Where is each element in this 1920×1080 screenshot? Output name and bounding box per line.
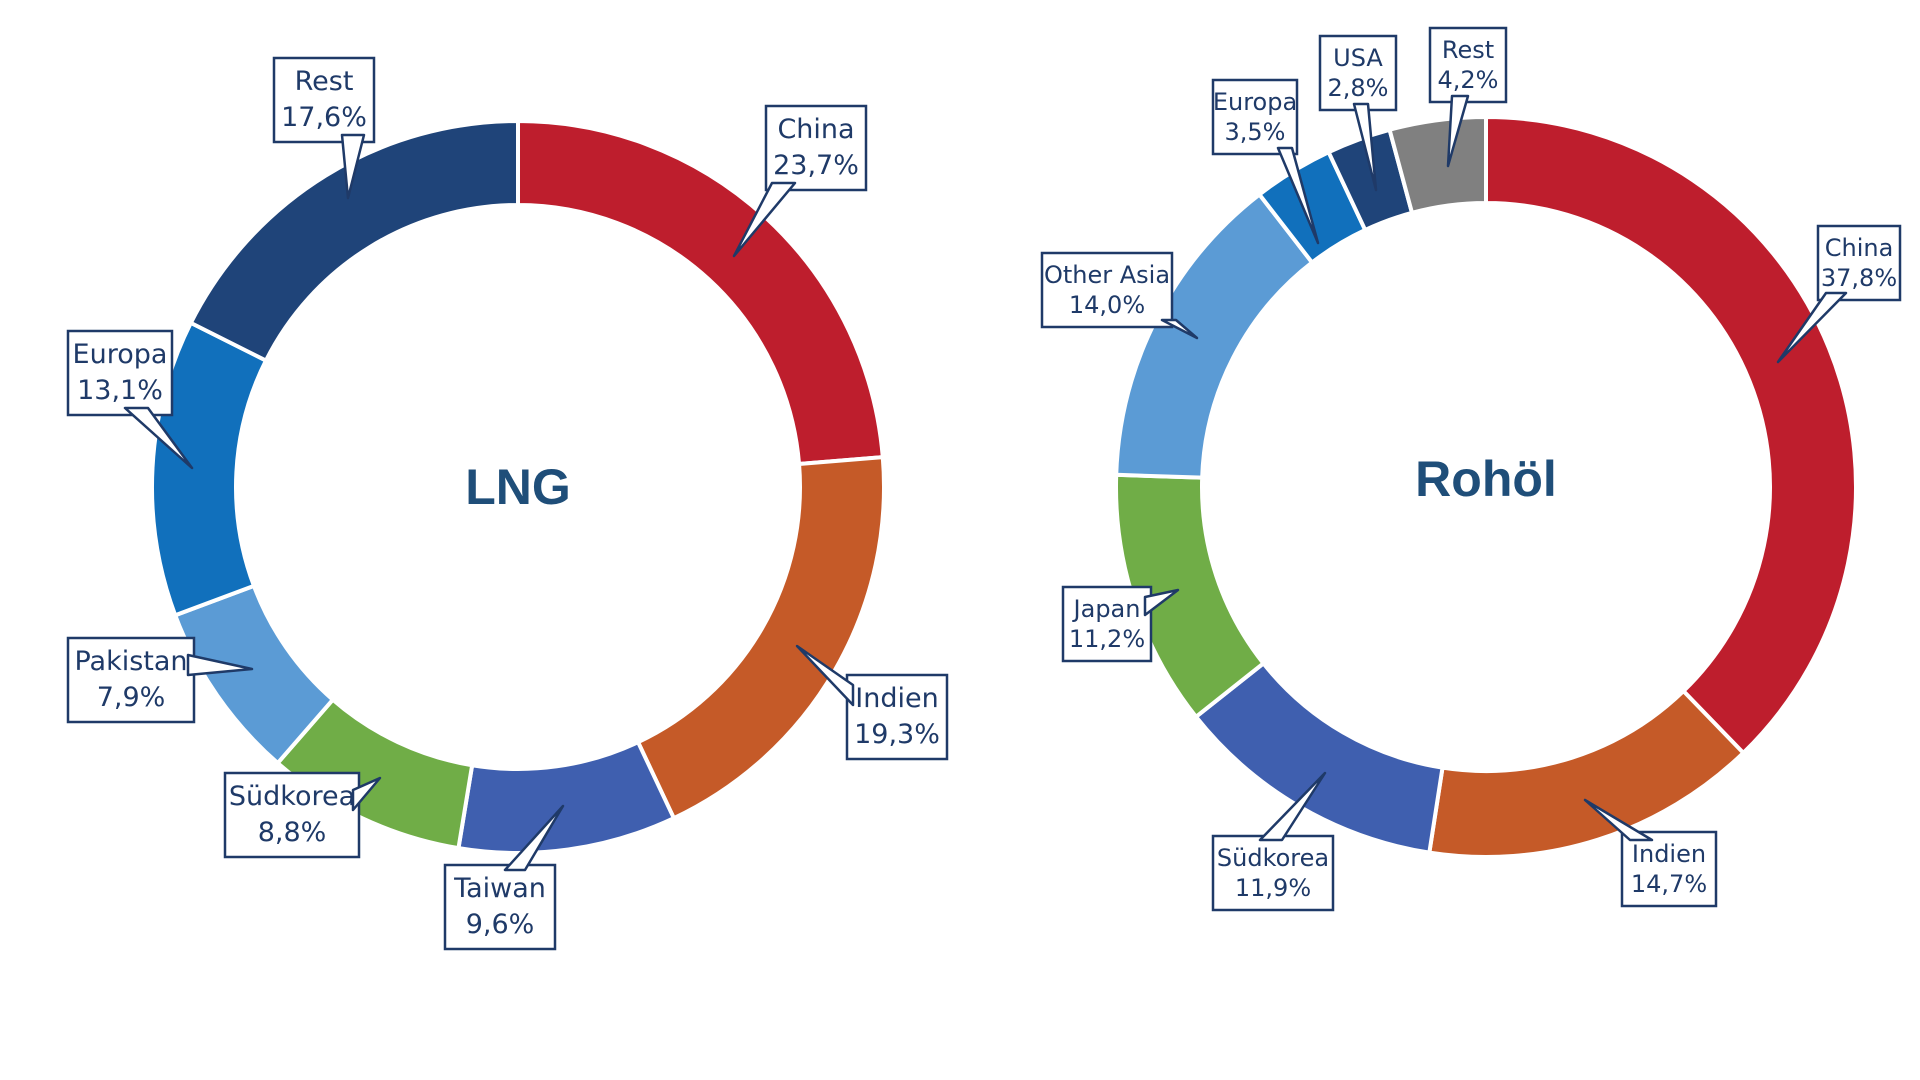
value-label: 9,6% (466, 909, 535, 940)
callout-indien: Indien 19,3% (795, 644, 949, 761)
value-label: 37,8% (1821, 264, 1897, 292)
chart-center-title: Rohöl (1415, 451, 1557, 507)
slice-rest (188, 118, 520, 364)
value-label: 23,7% (773, 150, 859, 181)
category-label: China (777, 114, 854, 145)
slice-indien (635, 454, 886, 821)
category-label: Rest (295, 66, 354, 97)
slice-suedkorea (1193, 660, 1445, 855)
value-label: 17,6% (281, 102, 367, 133)
value-label: 19,3% (854, 719, 940, 750)
slice-taiwan (456, 739, 677, 855)
category-label: Taiwan (453, 873, 546, 904)
category-label: Pakistan (74, 646, 187, 677)
category-label: Indien (855, 683, 938, 714)
slice-china (1484, 114, 1858, 756)
value-label: 8,8% (258, 817, 327, 848)
callout-europa: Europa 13,1% (66, 329, 194, 470)
lng-donut-chart: LNG China 23,7% Indien 19,3% Taiwan 9,6% Südkor… (66, 56, 949, 951)
category-label: Indien (1632, 840, 1706, 868)
value-label: 11,2% (1069, 625, 1145, 653)
category-label: China (1825, 234, 1894, 262)
slice-other-asia (1114, 191, 1315, 480)
category-label: Europa (73, 339, 168, 370)
value-label: 2,8% (1328, 74, 1389, 102)
callout-china: China 23,7% (732, 104, 868, 258)
value-label: 14,7% (1631, 870, 1707, 898)
category-label: Other Asia (1044, 261, 1170, 289)
value-label: 4,2% (1438, 66, 1499, 94)
category-label: Europa (1213, 88, 1297, 116)
category-label: Japan (1072, 595, 1141, 623)
callout-suedkorea: Südkorea 8,8% (223, 771, 382, 859)
category-label: USA (1333, 44, 1383, 72)
value-label: 14,0% (1069, 291, 1145, 319)
value-label: 13,1% (77, 375, 163, 406)
value-label: 11,9% (1235, 874, 1311, 902)
slice-rest (1387, 114, 1488, 216)
value-label: 7,9% (97, 682, 166, 713)
callout-pakistan: Pakistan 7,9% (66, 636, 254, 724)
category-label: Südkorea (1217, 844, 1329, 872)
callout-rest: Rest 17,6% (272, 56, 376, 200)
chart-center-title: LNG (465, 459, 571, 515)
callout-taiwan: Taiwan 9,6% (443, 804, 565, 951)
category-label: Rest (1442, 36, 1494, 64)
value-label: 3,5% (1225, 118, 1286, 146)
category-label: Südkorea (229, 781, 355, 812)
